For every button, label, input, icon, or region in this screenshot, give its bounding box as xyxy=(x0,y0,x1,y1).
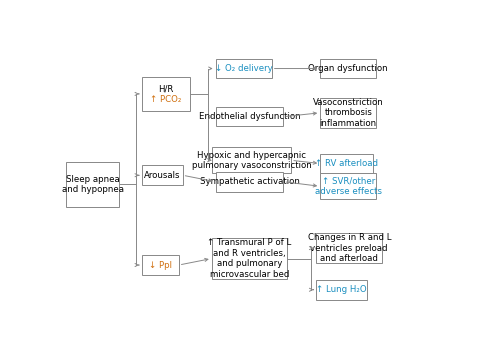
Text: ↓ Ppl: ↓ Ppl xyxy=(149,261,172,269)
Text: ↑ RV afterload: ↑ RV afterload xyxy=(315,159,378,168)
FancyBboxPatch shape xyxy=(320,173,376,199)
FancyBboxPatch shape xyxy=(216,59,272,78)
Text: Endothelial dysfunction: Endothelial dysfunction xyxy=(198,112,300,121)
Text: Hypoxic and hypercapnic
pulmonary vasoconstriction: Hypoxic and hypercapnic pulmonary vasoco… xyxy=(192,151,312,170)
Text: Changes in R and L
ventricles preload
and afterload: Changes in R and L ventricles preload an… xyxy=(308,233,391,263)
Text: ↑ Transmural P of L
and R ventricles,
and pulmonary
microvascular bed: ↑ Transmural P of L and R ventricles, an… xyxy=(208,238,292,279)
Text: Vasoconstriction
thrombosis
inflammation: Vasoconstriction thrombosis inflammation xyxy=(313,98,384,128)
FancyBboxPatch shape xyxy=(66,162,118,207)
FancyBboxPatch shape xyxy=(320,98,376,128)
FancyBboxPatch shape xyxy=(142,166,182,185)
Text: ↑ Lung H₂O: ↑ Lung H₂O xyxy=(316,285,367,294)
Text: Sleep apnea
and hypopnea: Sleep apnea and hypopnea xyxy=(62,175,124,194)
FancyBboxPatch shape xyxy=(316,233,382,263)
FancyBboxPatch shape xyxy=(316,280,366,299)
FancyBboxPatch shape xyxy=(142,255,179,275)
Text: H/R: H/R xyxy=(158,85,174,94)
Text: ↓ O₂ delivery: ↓ O₂ delivery xyxy=(215,64,272,73)
FancyBboxPatch shape xyxy=(212,147,291,173)
Text: ↑ PCO₂: ↑ PCO₂ xyxy=(150,95,182,104)
Text: Organ dysfunction: Organ dysfunction xyxy=(308,64,388,73)
FancyBboxPatch shape xyxy=(216,107,284,126)
Text: Arousals: Arousals xyxy=(144,171,180,180)
FancyBboxPatch shape xyxy=(320,154,372,173)
FancyBboxPatch shape xyxy=(320,59,376,78)
FancyBboxPatch shape xyxy=(216,172,284,192)
Text: Sympathetic activation: Sympathetic activation xyxy=(200,177,300,186)
Text: ↑ SVR/other
adverse effects: ↑ SVR/other adverse effects xyxy=(315,177,382,196)
FancyBboxPatch shape xyxy=(212,238,287,279)
FancyBboxPatch shape xyxy=(142,77,190,111)
